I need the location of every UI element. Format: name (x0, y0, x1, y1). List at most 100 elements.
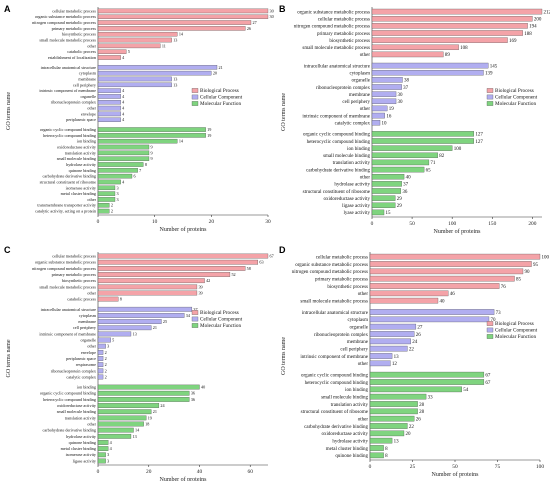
category-label: hydrolase activity (332, 439, 368, 444)
legend-label: Molecular Function (200, 323, 241, 329)
value-label: 11 (162, 43, 166, 48)
bar (97, 20, 252, 25)
bar (97, 150, 150, 156)
bar (371, 195, 396, 201)
value-label: 200 (534, 17, 542, 22)
category-label: small molecule metabolic process (39, 37, 96, 42)
category-label: membrane (78, 76, 96, 81)
bar (371, 8, 543, 15)
value-label: 13 (173, 76, 177, 81)
bar (369, 452, 384, 459)
bar (97, 127, 206, 132)
category-label: intracellular anatomical structure (302, 311, 369, 316)
value-label: 36 (191, 397, 195, 402)
category-label: cytoplasm (347, 318, 368, 323)
bar (97, 179, 121, 185)
value-label: 36 (191, 391, 195, 396)
value-label: 73 (496, 311, 502, 316)
bar (97, 82, 172, 88)
value-label: 14 (179, 32, 184, 37)
value-label: 26 (416, 417, 422, 422)
category-label: membrane (349, 93, 371, 98)
bar (371, 69, 484, 76)
category-label: membrane (347, 340, 369, 345)
value-label: 27 (417, 325, 423, 330)
bar (369, 275, 515, 282)
bar (97, 397, 190, 402)
panel-letter: C (4, 245, 11, 255)
bar (369, 261, 532, 267)
value-label: 24 (412, 340, 418, 345)
category-label: oxidoreductase activity (321, 432, 368, 437)
y-axis-label: GO terms name (6, 339, 12, 377)
category-label: translation activity (333, 161, 371, 166)
value-label: 4 (122, 117, 125, 122)
category-label: other (360, 175, 371, 180)
category-label: translation activity (65, 150, 97, 155)
legend-swatch (191, 323, 199, 328)
value-label: 70 (491, 318, 497, 323)
bar (97, 253, 269, 259)
category-label: ribonucleoprotein complex (51, 368, 97, 373)
value-label: 3 (117, 191, 119, 196)
legend-swatch (486, 101, 494, 106)
bar (371, 105, 388, 112)
bar (97, 452, 106, 458)
bar (97, 173, 133, 179)
category-label: intrinsic component of membrane (300, 355, 368, 360)
panel-a: A 0 10 20 30 Number of proteins GO terms name c… (0, 0, 275, 240)
bar (371, 44, 459, 51)
bar (97, 133, 206, 138)
bar (97, 111, 121, 117)
value-label: 24 (160, 403, 165, 408)
bar (97, 55, 121, 60)
bar (97, 403, 160, 408)
value-label: 13 (173, 37, 177, 42)
category-label: ion binding (77, 385, 97, 390)
bar (97, 76, 172, 82)
value-label: 139 (485, 71, 493, 76)
category-label: organic substance metabolic process (297, 10, 370, 15)
value-label: 30 (270, 8, 274, 13)
legend-label: Biological Process (200, 310, 239, 316)
bar (371, 131, 474, 137)
value-label: 2 (111, 209, 113, 214)
value-label: 19 (389, 107, 395, 112)
bar (97, 278, 205, 284)
bar (97, 362, 104, 368)
x-tick-label: 200 (528, 221, 536, 227)
legend-swatch (191, 88, 199, 93)
bar (371, 173, 405, 180)
value-label: 95 (533, 263, 539, 268)
chart-d: D 0 25 50 75 100 Number of proteins GO terms na… (279, 245, 550, 478)
panel-b: B 0 50 100 150 200 Number of proteins GO terms … (275, 0, 550, 240)
bar (97, 156, 150, 161)
category-label: ion binding (77, 139, 97, 144)
value-label: 2 (105, 356, 107, 361)
category-label: ribonucleoprotein complex (314, 333, 369, 338)
value-label: 37 (193, 307, 197, 312)
x-axis-label: Number of proteins (432, 471, 480, 478)
category-label: primary metabolic process (52, 272, 97, 277)
bar (371, 138, 474, 144)
value-label: 14 (179, 139, 184, 144)
legend-swatch (191, 310, 199, 315)
bar (97, 105, 121, 111)
value-label: 36 (402, 190, 408, 195)
category-label: respirasome (76, 362, 96, 367)
category-label: organic cyclic compound binding (301, 373, 368, 378)
x-tick-label: 75 (495, 464, 501, 470)
value-label: 38 (404, 79, 410, 84)
bar (371, 30, 523, 36)
bar (97, 37, 172, 43)
category-label: carbohydrate derivative binding (306, 168, 370, 173)
value-label: 13 (394, 439, 400, 444)
value-label: 67 (270, 254, 274, 259)
category-label: organic cyclic compound binding (303, 133, 370, 138)
bar (369, 297, 439, 304)
category-label: organelle (349, 325, 368, 330)
category-label: cell periphery (73, 325, 97, 330)
value-label: 19 (207, 127, 211, 132)
bar (369, 430, 405, 437)
value-label: 19 (148, 415, 152, 420)
